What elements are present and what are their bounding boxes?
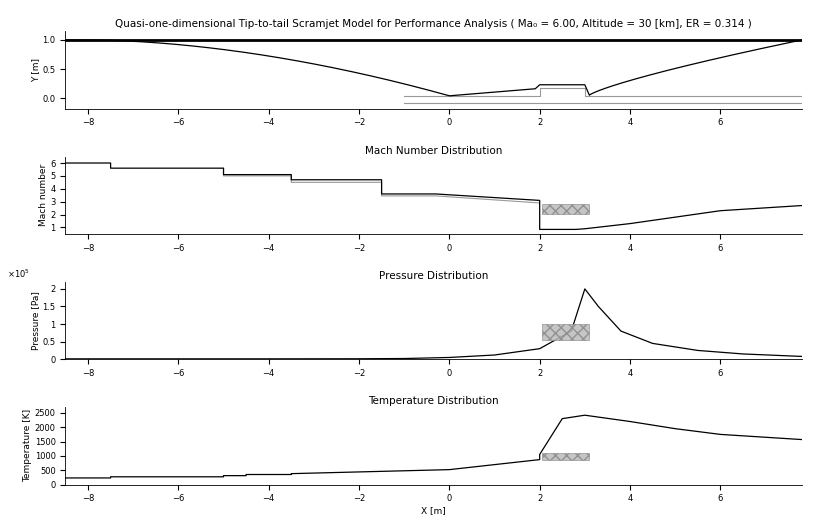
Y-axis label: Y [m]: Y [m] [31,58,40,82]
Title: Mach Number Distribution: Mach Number Distribution [365,146,502,156]
Y-axis label: Pressure [Pa]: Pressure [Pa] [31,291,40,350]
Title: Quasi-one-dimensional Tip-to-tail Scramjet Model for Performance Analysis ( Ma₀ : Quasi-one-dimensional Tip-to-tail Scramj… [115,19,752,29]
Bar [542,453,589,460]
X-axis label: X [m]: X [m] [421,506,446,515]
Bar [542,324,589,340]
Text: $\times10^5$: $\times10^5$ [7,268,29,280]
Y-axis label: Temperature [K]: Temperature [K] [23,410,32,482]
Title: Temperature Distribution: Temperature Distribution [368,396,499,406]
Y-axis label: Mach number: Mach number [38,164,47,226]
Bar [542,204,589,214]
Title: Pressure Distribution: Pressure Distribution [379,271,488,281]
